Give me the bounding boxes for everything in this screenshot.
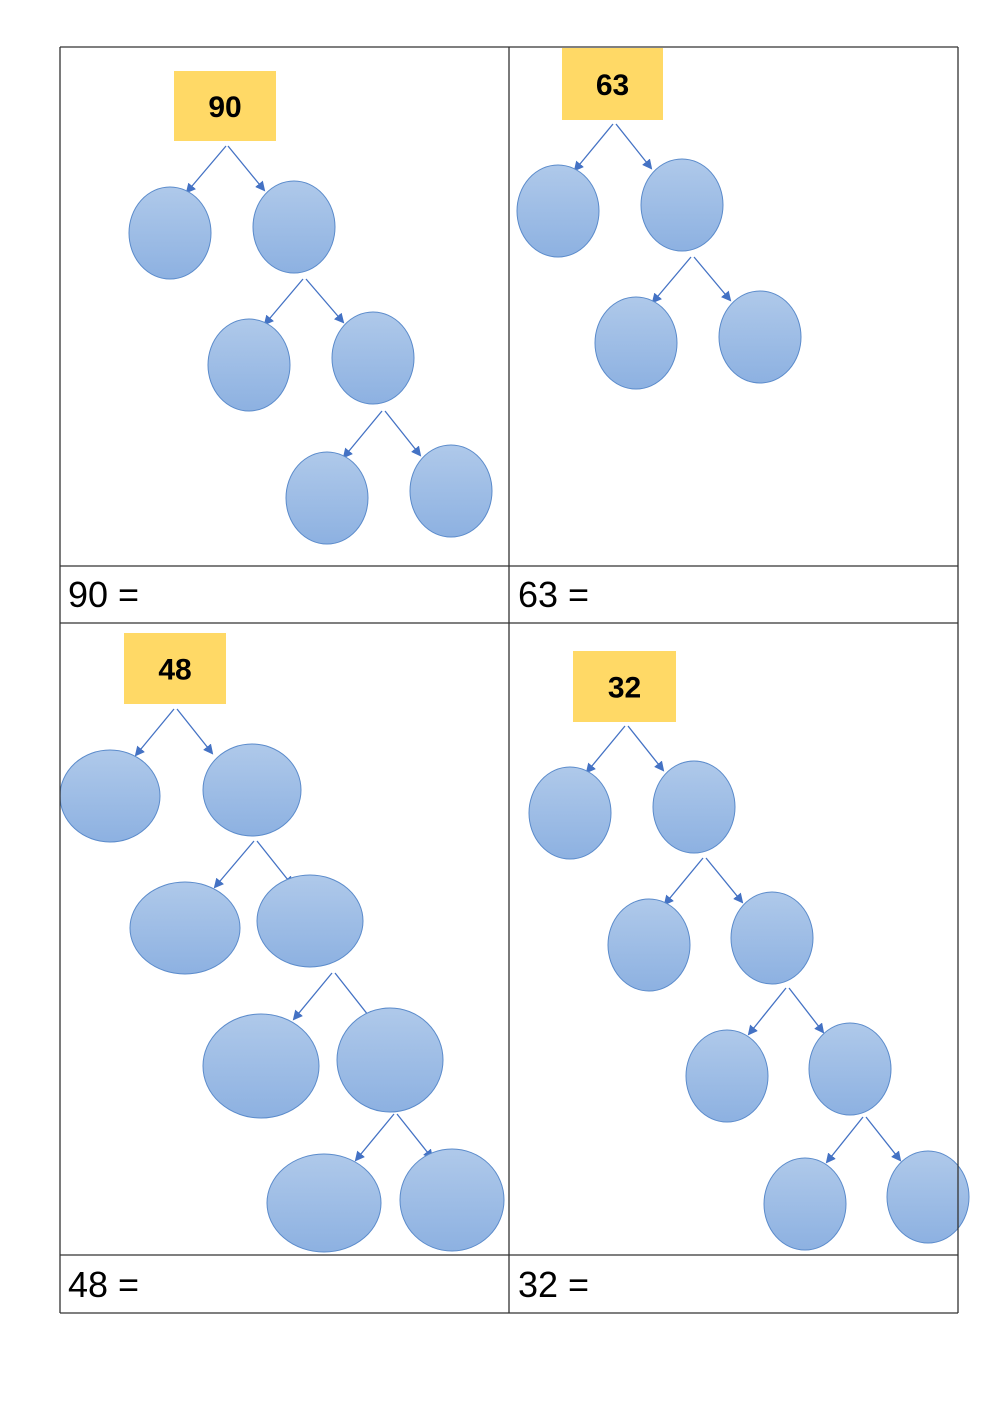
factor-node-blank[interactable]: [202, 1013, 320, 1119]
branch-arrow-icon: [693, 256, 732, 302]
factor-node-blank[interactable]: [128, 186, 212, 280]
branch-arrow-icon: [176, 708, 214, 755]
branch-arrow-icon: [788, 987, 825, 1034]
root-number: 90: [208, 91, 241, 124]
factor-node-blank[interactable]: [594, 296, 678, 390]
branch-arrow-icon: [615, 123, 653, 170]
branch-arrow-icon: [263, 278, 304, 326]
branch-arrow-icon: [292, 972, 333, 1021]
factor-node-blank[interactable]: [399, 1148, 505, 1252]
factor-trees: 90 63 48 32: [59, 48, 970, 1253]
factor-node-blank[interactable]: [730, 891, 814, 985]
branch-arrow-icon: [396, 1113, 434, 1160]
factor-node-blank[interactable]: [266, 1153, 382, 1253]
factor-node-blank[interactable]: [285, 451, 369, 545]
root-number: 32: [608, 672, 641, 705]
worksheet-grid: [59, 46, 959, 1314]
factor-node-blank[interactable]: [207, 318, 291, 412]
factor-node-blank[interactable]: [202, 743, 302, 837]
branch-arrow-icon: [663, 857, 704, 906]
branch-arrow-icon: [227, 145, 266, 192]
factor-node-blank[interactable]: [718, 290, 802, 384]
factor-node-blank[interactable]: [336, 1007, 444, 1113]
factor-node-blank[interactable]: [685, 1029, 769, 1123]
factor-node-blank[interactable]: [59, 749, 161, 843]
branch-arrow-icon: [354, 1113, 395, 1162]
answer-field[interactable]: 63 =: [518, 574, 590, 615]
factor-node-blank[interactable]: [129, 881, 241, 975]
factor-node-blank[interactable]: [256, 874, 364, 968]
branch-arrow-icon: [747, 987, 787, 1036]
branch-arrow-icon: [213, 840, 255, 889]
tree-63: 63: [516, 48, 802, 390]
tree-90: 90: [128, 71, 493, 545]
root-number-box: [174, 71, 276, 141]
branch-arrow-icon: [825, 1116, 864, 1164]
branch-arrow-icon: [134, 708, 175, 757]
branch-arrow-icon: [627, 725, 665, 772]
answer-field[interactable]: 48 =: [68, 1264, 140, 1305]
branch-arrow-icon: [705, 857, 744, 904]
branch-arrow-icon: [865, 1116, 902, 1162]
factor-node-blank[interactable]: [652, 760, 736, 854]
factor-node-blank[interactable]: [528, 766, 612, 860]
root-number: 63: [596, 69, 629, 102]
tree-32: 32: [528, 651, 970, 1251]
branch-arrow-icon: [573, 123, 614, 172]
tree-48: 48: [59, 633, 505, 1253]
factor-node-blank[interactable]: [886, 1150, 970, 1244]
factor-node-blank[interactable]: [640, 158, 724, 252]
factor-node-blank[interactable]: [808, 1022, 892, 1116]
branch-arrow-icon: [334, 972, 374, 1022]
branch-arrow-icon: [305, 278, 345, 324]
factor-node-blank[interactable]: [516, 164, 600, 258]
branch-arrow-icon: [342, 410, 383, 459]
branch-arrow-icon: [651, 256, 692, 304]
factor-node-blank[interactable]: [763, 1157, 847, 1251]
factor-node-blank[interactable]: [331, 311, 415, 405]
answer-field[interactable]: 90 =: [68, 574, 140, 615]
factor-node-blank[interactable]: [607, 898, 691, 992]
branch-arrow-icon: [384, 410, 422, 457]
answer-field[interactable]: 32 =: [518, 1264, 590, 1305]
branch-arrow-icon: [585, 725, 626, 774]
root-number-box: [573, 651, 676, 722]
factor-node-blank[interactable]: [409, 444, 493, 538]
branch-arrow-icon: [256, 840, 294, 887]
root-number: 48: [158, 654, 191, 687]
root-number-box: [124, 633, 226, 704]
factor-node-blank[interactable]: [252, 180, 336, 274]
root-number-box: [562, 48, 663, 120]
branch-arrow-icon: [185, 145, 227, 194]
